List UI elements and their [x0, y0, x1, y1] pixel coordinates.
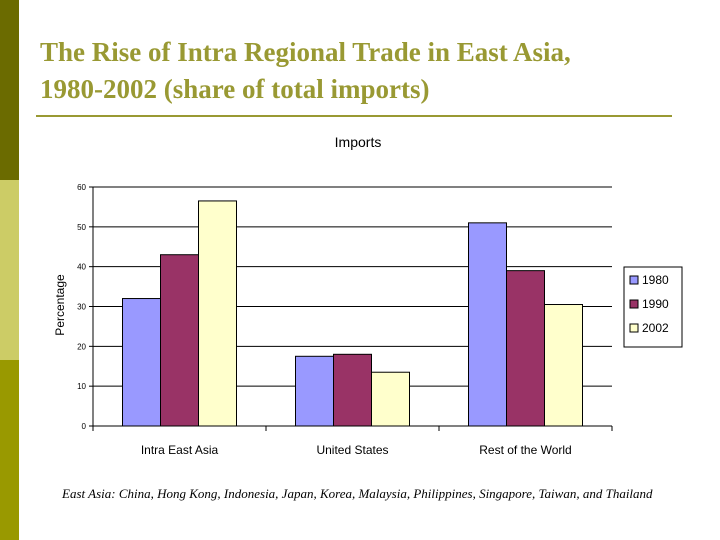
legend-swatch-1990 [629, 299, 639, 309]
legend-swatch-1980 [629, 275, 639, 285]
sidebar-block-mid [0, 360, 19, 540]
bar-1990-2 [506, 270, 545, 427]
y-tick-label: 40 [77, 263, 86, 272]
y-tick-label: 50 [77, 223, 86, 232]
y-tick-label: 60 [77, 183, 86, 192]
x-tick-label: Rest of the World [479, 443, 571, 457]
bar-1980-0 [122, 298, 161, 427]
imports-bar-chart: Imports Percentage 0 10 20 30 40 50 60 Intra Ea… [53, 134, 683, 457]
y-tick-label: 0 [82, 422, 87, 431]
chart-title: Imports [335, 134, 382, 150]
legend-swatch-2002 [629, 323, 639, 333]
footnote: East Asia: China, Hong Kong, Indonesia, … [62, 486, 653, 501]
sidebar-block-dark [0, 0, 19, 180]
x-tick-label: United States [316, 443, 388, 457]
slide-title-line-1: The Rise of Intra Regional Trade in East… [40, 37, 571, 67]
sidebar-decoration [0, 0, 19, 540]
bar-1980-2 [468, 222, 507, 427]
y-tick-label: 20 [77, 342, 86, 351]
bar-1990-1 [333, 353, 372, 427]
title-divider [36, 115, 672, 117]
legend-label-1980: 1980 [642, 273, 669, 287]
legend: 1980 1990 2002 [623, 266, 683, 348]
axes: 0 10 20 30 40 50 60 Intra East Asia United State… [77, 183, 613, 457]
y-tick-label: 30 [77, 303, 86, 312]
slide-title-line-2: 1980-2002 (share of total imports) [40, 74, 430, 104]
bar-1980-1 [295, 355, 334, 427]
bar-2002-2 [544, 304, 583, 427]
legend-label-1990: 1990 [642, 297, 669, 311]
bar-2002-0 [198, 200, 237, 427]
y-axis-label: Percentage [53, 274, 67, 336]
bar-2002-1 [371, 371, 410, 427]
y-tick-label: 10 [77, 382, 86, 391]
bar-1990-0 [160, 254, 199, 427]
slide-title: The Rise of Intra Regional Trade in East… [40, 34, 710, 108]
x-tick-label: Intra East Asia [141, 443, 219, 457]
bars [122, 200, 583, 427]
sidebar-block-light [0, 180, 19, 360]
legend-label-2002: 2002 [642, 321, 669, 335]
